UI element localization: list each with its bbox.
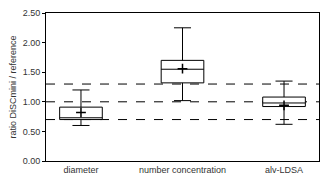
svg-text:alv-LDSA: alv-LDSA <box>265 165 303 175</box>
svg-text:diameter: diameter <box>63 165 98 175</box>
svg-text:1.00: 1.00 <box>23 97 41 107</box>
svg-text:2.00: 2.00 <box>23 38 41 48</box>
svg-text:number concentration: number concentration <box>139 165 226 175</box>
svg-text:ratio DiSCmini / reference: ratio DiSCmini / reference <box>8 35 18 138</box>
svg-text:2.50: 2.50 <box>23 8 41 18</box>
svg-text:0.00: 0.00 <box>23 156 41 166</box>
svg-text:0.50: 0.50 <box>23 127 41 137</box>
svg-text:1.50: 1.50 <box>23 67 41 77</box>
